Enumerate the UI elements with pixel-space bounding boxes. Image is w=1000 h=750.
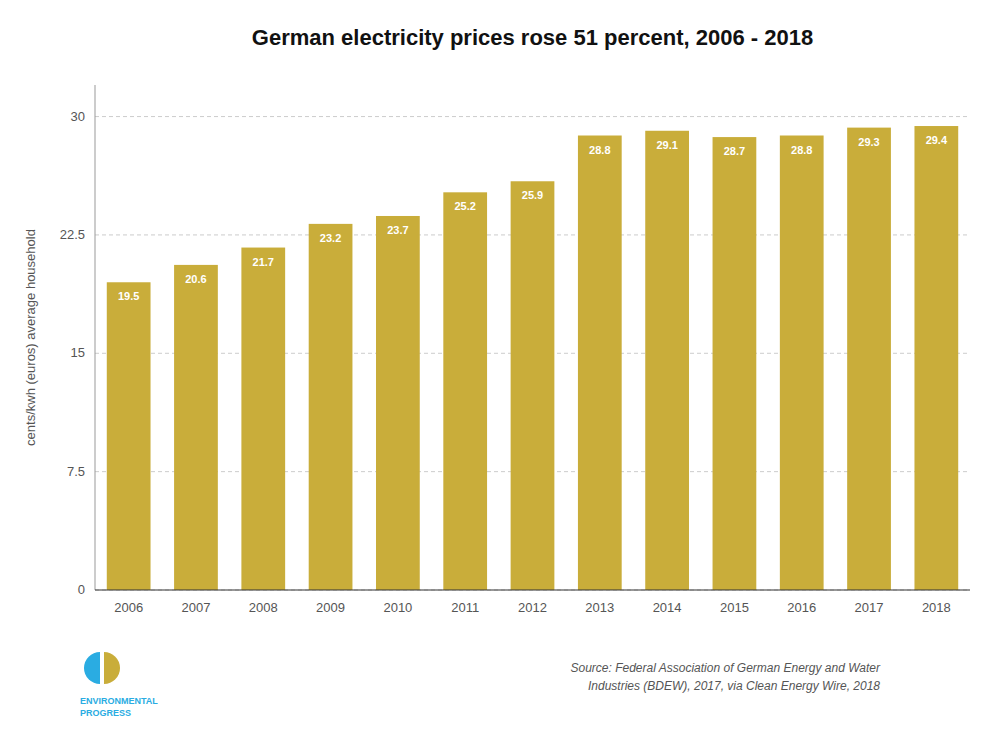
data-label: 21.7: [253, 256, 274, 268]
bar: [847, 128, 891, 590]
background: [0, 0, 1000, 750]
bar: [713, 137, 757, 590]
x-tick-label: 2011: [451, 600, 479, 615]
y-tick-label: 7.5: [67, 464, 85, 479]
x-tick-label: 2014: [653, 600, 682, 615]
chart-svg: German electricity prices rose 51 percen…: [0, 0, 1000, 750]
grid-line: [95, 116, 970, 117]
data-label: 23.7: [387, 224, 408, 236]
bar: [241, 248, 285, 590]
data-label: 19.5: [118, 290, 139, 302]
data-label: 29.4: [926, 134, 948, 146]
x-tick-label: 2015: [720, 600, 749, 615]
data-label: 28.8: [589, 144, 610, 156]
bar: [511, 181, 555, 590]
bar: [914, 126, 958, 590]
data-label: 28.7: [724, 145, 745, 157]
y-axis-line: [95, 85, 96, 590]
x-axis-line: [95, 589, 970, 590]
bar: [174, 265, 218, 590]
y-grid: [95, 117, 970, 590]
bars: [107, 126, 958, 590]
data-label: 25.2: [454, 200, 475, 212]
bar: [376, 216, 420, 590]
chart-container: German electricity prices rose 51 percen…: [0, 0, 1000, 750]
data-label: 20.6: [185, 273, 206, 285]
chart-title: German electricity prices rose 51 percen…: [252, 25, 813, 50]
bar: [107, 282, 151, 590]
bar: [443, 192, 487, 590]
logo: [84, 652, 120, 684]
y-tick-label: 22.5: [60, 227, 85, 242]
x-tick-label: 2013: [585, 600, 614, 615]
x-tick-label: 2009: [316, 600, 345, 615]
data-label: 23.2: [320, 232, 341, 244]
x-tick-label: 2010: [383, 600, 412, 615]
source-note: Source: Federal Association of German En…: [571, 661, 881, 693]
x-tick-label: 2006: [114, 600, 143, 615]
x-tick-label: 2008: [249, 600, 278, 615]
logo-text: ENVIRONMENTALPROGRESS: [80, 696, 158, 718]
x-tick-label: 2018: [922, 600, 951, 615]
grid-line: [95, 590, 970, 591]
bar: [645, 131, 689, 590]
logo-right: [104, 652, 120, 684]
bar: [309, 224, 353, 590]
data-label: 29.3: [858, 136, 879, 148]
bar: [780, 136, 824, 591]
logo-left: [84, 652, 100, 684]
y-axis-label: cents/kwh (euros) average household: [23, 229, 38, 446]
x-tick-label: 2007: [182, 600, 211, 615]
y-tick-label: 15: [71, 345, 85, 360]
y-tick-label: 30: [71, 109, 85, 124]
data-label: 29.1: [656, 139, 677, 151]
x-tick-label: 2017: [855, 600, 884, 615]
bar: [578, 136, 622, 591]
data-label: 28.8: [791, 144, 812, 156]
y-tick-label: 0: [78, 582, 85, 597]
x-tick-label: 2012: [518, 600, 547, 615]
x-tick-label: 2016: [787, 600, 816, 615]
data-label: 25.9: [522, 189, 543, 201]
